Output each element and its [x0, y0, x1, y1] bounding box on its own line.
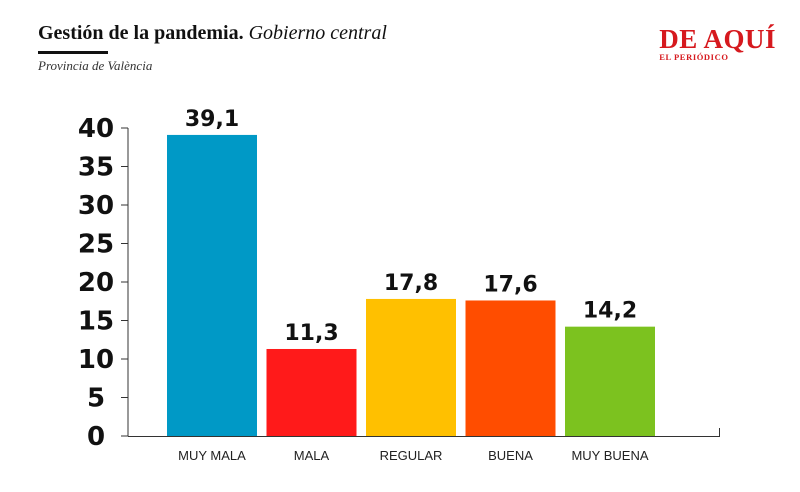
chart-subtitle: Provincia de València: [38, 58, 153, 73]
x-tick-label: BUENA: [488, 448, 533, 463]
x-tick-label: MUY BUENA: [571, 448, 648, 463]
chart-header: Gestión de la pandemia. Gobierno central…: [38, 22, 387, 74]
data-label: 39,1: [185, 107, 239, 132]
chart-title-italic: Gobierno central: [248, 22, 387, 44]
data-label: 17,6: [483, 272, 537, 297]
publisher-logo: DE AQUÍ EL PERIÓDICO: [659, 24, 776, 63]
chart-title-bold: Gestión de la pandemia.: [38, 22, 244, 44]
y-tick-label: 25: [78, 230, 114, 260]
y-tick-label: 0: [87, 422, 105, 452]
chart-title: Gestión de la pandemia. Gobierno central: [38, 22, 387, 45]
bar-muy-mala: [167, 134, 257, 436]
y-tick-label: 40: [78, 114, 114, 144]
x-tick-label: MUY MALA: [178, 448, 246, 463]
logo-main-text: DE AQUÍ: [659, 24, 776, 54]
chart-labels: 0 5 10 15 20 25 30 35 40 39,1 MUY MALA 11,3 MALA 17,8…: [78, 107, 649, 463]
x-tick-label: MALA: [294, 448, 330, 463]
chart-axes: [121, 127, 720, 437]
chart-bars: [167, 134, 655, 436]
y-tick-label: 10: [78, 345, 114, 375]
logo-sub-text: EL PERIÓDICO: [659, 52, 729, 62]
y-tick-label: 15: [78, 307, 114, 337]
y-tick-label: 30: [78, 191, 114, 221]
y-tick-label: 35: [78, 153, 114, 183]
x-tick-label: REGULAR: [380, 448, 443, 463]
bar-regular: [366, 298, 456, 436]
bar-muy-buena: [565, 326, 655, 436]
data-label: 17,8: [384, 271, 438, 296]
data-label: 14,2: [583, 299, 637, 324]
bar-mala: [266, 348, 357, 436]
bar-buena: [465, 300, 556, 436]
title-underline: [38, 51, 108, 54]
y-tick-label: 20: [78, 268, 114, 298]
data-label: 11,3: [284, 321, 338, 346]
y-tick-label: 5: [87, 384, 105, 414]
